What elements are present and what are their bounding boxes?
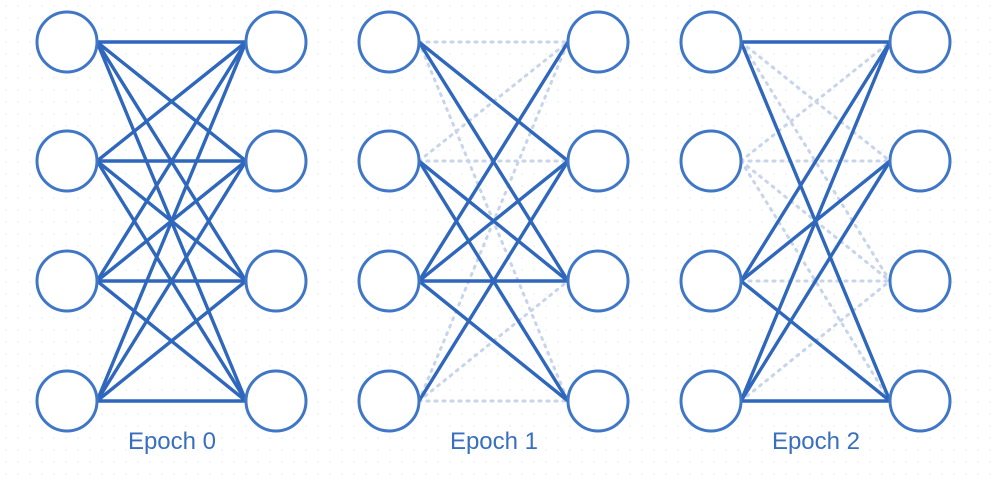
input-node — [679, 369, 743, 433]
output-node — [888, 129, 952, 193]
epoch-2-label: Epoch 2 — [771, 428, 861, 455]
active-connection — [417, 279, 570, 403]
input-node — [35, 369, 99, 433]
output-node — [888, 249, 952, 313]
active-connection — [95, 279, 248, 403]
active-connection — [739, 279, 892, 403]
output-node — [566, 369, 630, 433]
epoch-0-network — [35, 10, 308, 433]
input-node — [679, 129, 743, 193]
output-node — [244, 129, 308, 193]
active-connection — [739, 40, 892, 403]
active-connection — [739, 159, 892, 403]
epoch-2-network — [679, 10, 952, 433]
output-node — [888, 10, 952, 74]
epoch-1-network — [357, 10, 630, 433]
input-node — [679, 10, 743, 74]
input-node — [357, 249, 421, 313]
input-node — [35, 129, 99, 193]
active-connection — [95, 159, 248, 403]
input-node — [35, 249, 99, 313]
dropped-connection — [739, 40, 892, 283]
active-connection — [95, 40, 248, 403]
epoch-0-label: Epoch 0 — [127, 428, 217, 455]
dropped-connection — [739, 40, 892, 163]
active-connection — [417, 40, 570, 163]
dropped-connection — [739, 159, 892, 403]
epoch-1-label: Epoch 1 — [449, 428, 539, 455]
output-node — [566, 249, 630, 313]
active-connection — [417, 40, 570, 283]
output-node — [566, 10, 630, 74]
output-node — [566, 129, 630, 193]
input-node — [357, 10, 421, 74]
output-node — [888, 369, 952, 433]
input-node — [357, 369, 421, 433]
active-connection — [417, 159, 570, 403]
active-connection — [739, 40, 892, 283]
input-node — [35, 10, 99, 74]
output-node — [244, 369, 308, 433]
output-node — [244, 249, 308, 313]
input-node — [679, 249, 743, 313]
active-connection — [417, 159, 570, 283]
active-connection — [95, 40, 248, 283]
input-node — [357, 129, 421, 193]
output-node — [244, 10, 308, 74]
active-connection — [95, 40, 248, 163]
